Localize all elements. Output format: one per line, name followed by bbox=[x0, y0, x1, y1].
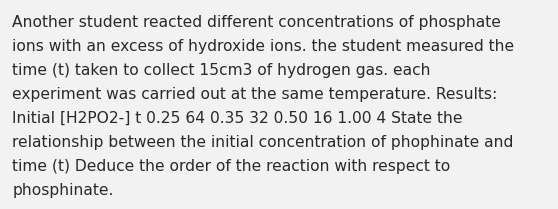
Text: relationship between the initial concentration of phophinate and: relationship between the initial concent… bbox=[12, 135, 514, 150]
Text: Initial [H2PO2-] t 0.25 64 0.35 32 0.50 16 1.00 4 State the: Initial [H2PO2-] t 0.25 64 0.35 32 0.50 … bbox=[12, 111, 463, 126]
Text: phosphinate.: phosphinate. bbox=[12, 183, 114, 198]
Text: Another student reacted different concentrations of phosphate: Another student reacted different concen… bbox=[12, 15, 501, 30]
Text: ions with an excess of hydroxide ions. the student measured the: ions with an excess of hydroxide ions. t… bbox=[12, 39, 514, 54]
Text: experiment was carried out at the same temperature. Results:: experiment was carried out at the same t… bbox=[12, 87, 498, 102]
Text: time (t) Deduce the order of the reaction with respect to: time (t) Deduce the order of the reactio… bbox=[12, 159, 450, 174]
Text: time (t) taken to collect 15cm3 of hydrogen gas. each: time (t) taken to collect 15cm3 of hydro… bbox=[12, 63, 431, 78]
